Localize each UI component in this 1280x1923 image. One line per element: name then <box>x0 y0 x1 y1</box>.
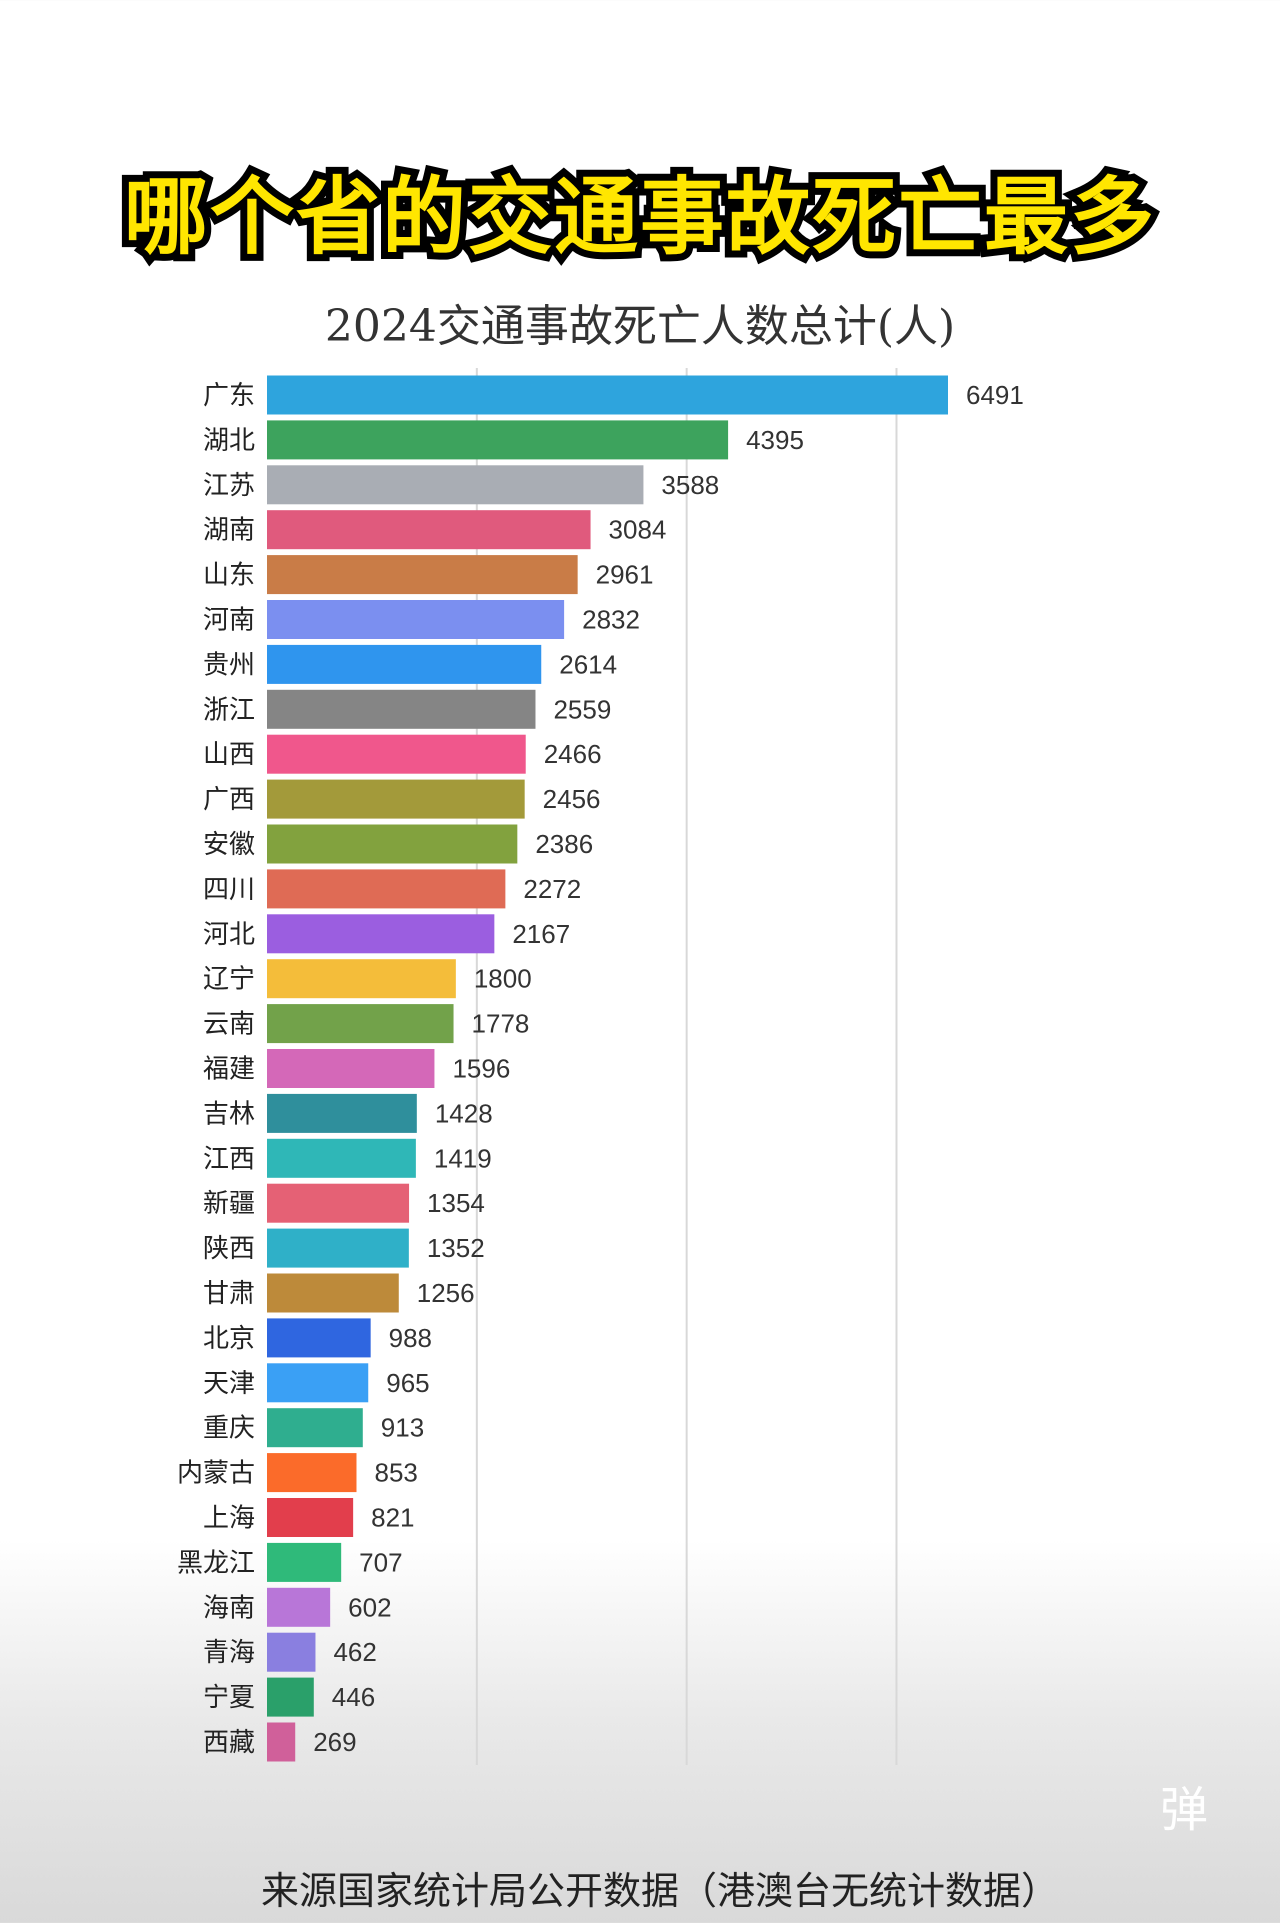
value-label: 2832 <box>582 605 640 635</box>
bar <box>267 1228 409 1268</box>
value-label: 1256 <box>417 1278 475 1308</box>
value-label: 1800 <box>474 964 532 994</box>
value-label: 1778 <box>472 1009 530 1039</box>
bar <box>267 869 506 909</box>
bar <box>267 959 456 999</box>
bar <box>267 555 578 595</box>
value-label: 269 <box>313 1727 356 1757</box>
bar <box>267 1408 363 1448</box>
category-label: 湖南 <box>203 516 255 546</box>
value-label: 853 <box>374 1458 417 1488</box>
category-label: 新疆 <box>203 1189 255 1219</box>
bar <box>267 1498 354 1537</box>
value-label: 1596 <box>452 1054 510 1084</box>
bar <box>267 465 644 505</box>
value-label: 446 <box>332 1682 375 1712</box>
value-label: 2272 <box>523 874 581 904</box>
value-label: 2614 <box>559 649 617 679</box>
bar <box>267 779 525 819</box>
category-label: 天津 <box>203 1369 255 1399</box>
category-label: 江苏 <box>203 471 255 501</box>
chart-title: 2024交通事故死亡人数总计(人) <box>324 301 956 352</box>
category-label: 宁夏 <box>203 1683 255 1713</box>
value-label: 2559 <box>553 694 611 724</box>
value-label: 2961 <box>596 560 654 590</box>
bar <box>267 1093 417 1133</box>
category-label: 安徽 <box>203 830 255 860</box>
category-label: 贵州 <box>203 650 255 680</box>
bar <box>267 1273 399 1313</box>
value-label: 707 <box>359 1547 402 1577</box>
category-label: 山东 <box>203 561 255 591</box>
bar <box>267 1722 296 1762</box>
bar <box>267 1138 416 1178</box>
value-label: 1352 <box>427 1233 485 1263</box>
category-label: 河北 <box>203 920 255 950</box>
category-label: 河南 <box>203 606 255 636</box>
category-label: 陕西 <box>203 1234 255 1264</box>
bar <box>267 1632 316 1672</box>
bar <box>267 1183 410 1223</box>
category-label: 广东 <box>203 381 255 411</box>
bar <box>267 1542 342 1582</box>
value-label: 3588 <box>661 470 719 500</box>
value-label: 965 <box>386 1368 429 1398</box>
value-label: 6491 <box>966 380 1024 410</box>
danmu-label: 弹 <box>1160 1782 1209 1838</box>
category-label: 重庆 <box>203 1414 255 1444</box>
category-label: 上海 <box>203 1504 255 1534</box>
category-label: 湖北 <box>203 426 255 456</box>
headline: 哪个省的交通事故死亡最多 <box>117 161 1161 273</box>
value-label: 1354 <box>427 1188 485 1218</box>
category-label: 浙江 <box>203 695 255 725</box>
value-label: 462 <box>333 1637 376 1667</box>
category-label: 四川 <box>203 875 255 905</box>
bar <box>267 734 526 774</box>
bar <box>267 510 591 550</box>
category-label: 甘肃 <box>203 1279 255 1309</box>
bar <box>267 1363 369 1403</box>
category-label: 内蒙古 <box>177 1459 255 1489</box>
danmu-toggle-icon[interactable]: 弹 <box>1160 1770 1208 1840</box>
bar <box>267 1453 357 1493</box>
value-label: 1419 <box>434 1143 492 1173</box>
value-label: 2466 <box>544 739 602 769</box>
value-label: 2456 <box>543 784 601 814</box>
category-label: 广西 <box>203 785 255 815</box>
bar <box>267 1677 314 1717</box>
bar <box>267 1587 331 1627</box>
category-label: 吉林 <box>203 1099 255 1129</box>
bar <box>267 1004 454 1044</box>
category-label: 西藏 <box>203 1728 255 1758</box>
category-label: 辽宁 <box>203 965 255 995</box>
value-label: 988 <box>389 1323 432 1353</box>
bar <box>267 1049 435 1088</box>
value-label: 2386 <box>535 829 593 859</box>
bar <box>267 824 518 864</box>
bar <box>267 1318 371 1358</box>
bar <box>267 600 565 639</box>
value-label: 1428 <box>435 1098 493 1128</box>
value-label: 821 <box>371 1503 414 1533</box>
bar <box>267 914 495 954</box>
source-note: 来源国家统计局公开数据（港澳台无统计数据） <box>260 1869 1059 1913</box>
category-label: 北京 <box>203 1324 255 1354</box>
category-label: 山西 <box>203 740 255 770</box>
category-label: 福建 <box>203 1055 255 1085</box>
value-label: 602 <box>348 1592 391 1622</box>
category-label: 云南 <box>203 1010 255 1040</box>
category-label: 江西 <box>203 1144 255 1174</box>
value-label: 913 <box>381 1413 424 1443</box>
category-label: 海南 <box>203 1593 255 1623</box>
bar <box>267 689 536 729</box>
value-label: 4395 <box>746 425 804 455</box>
category-label: 青海 <box>203 1638 255 1668</box>
bar <box>267 375 948 415</box>
category-label: 黑龙江 <box>177 1548 255 1578</box>
value-label: 2167 <box>512 919 570 949</box>
value-label: 3084 <box>609 515 667 545</box>
bar <box>267 644 542 684</box>
bar <box>267 420 729 460</box>
